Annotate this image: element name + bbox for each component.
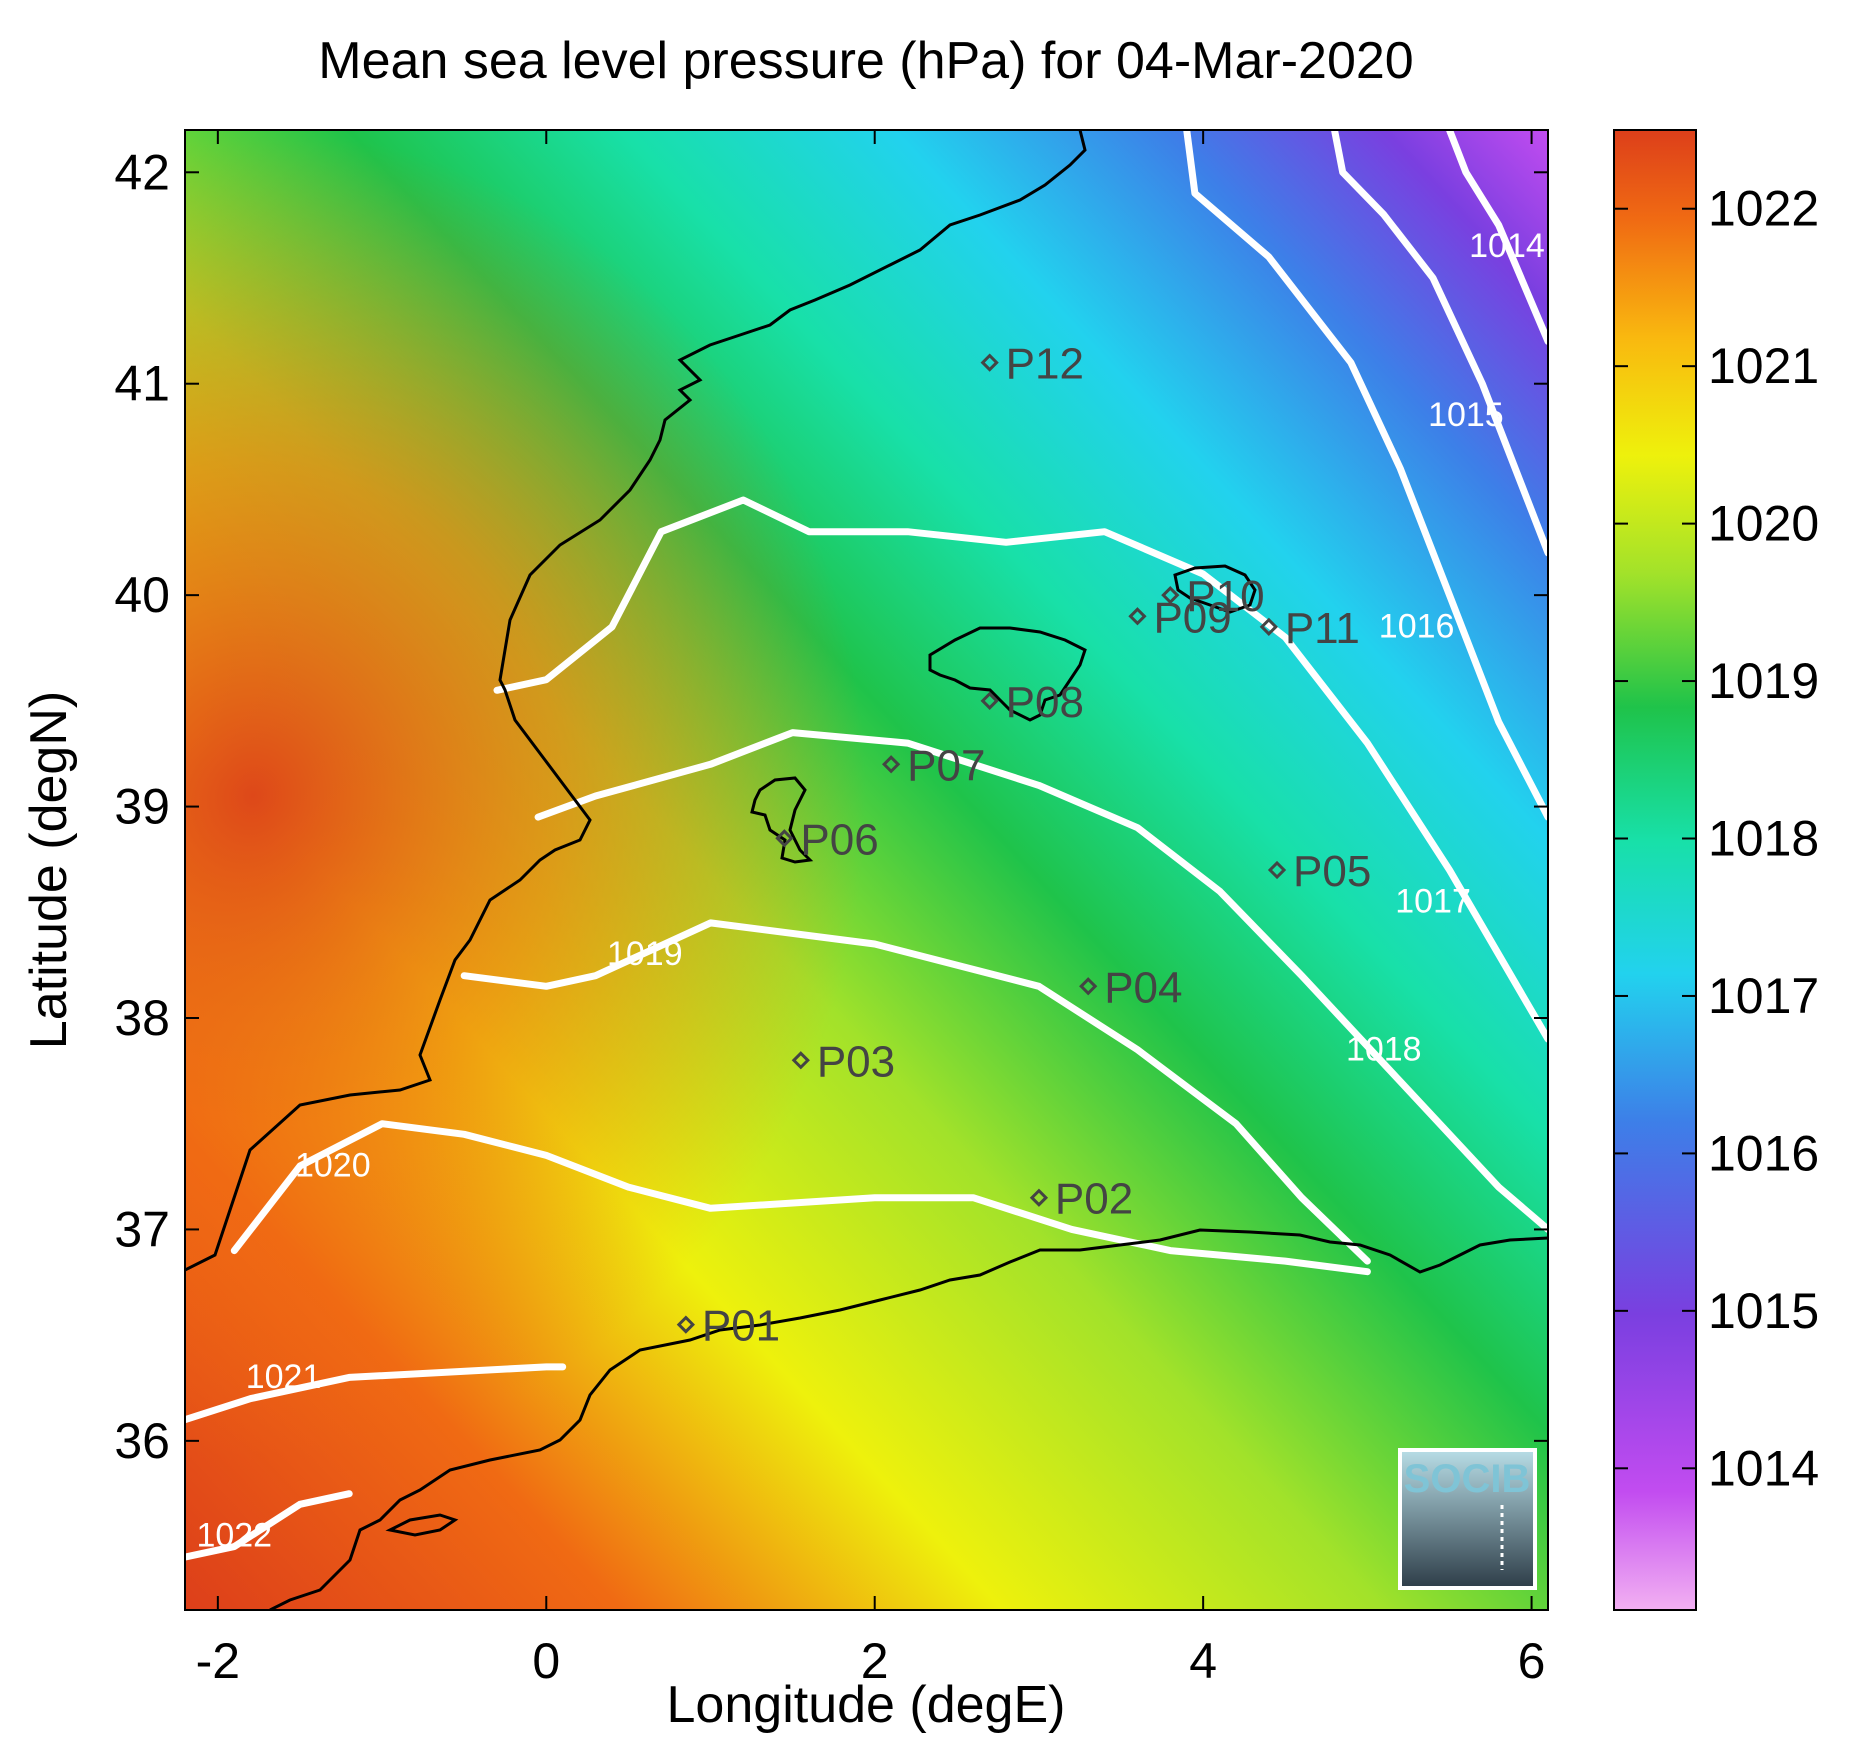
contour-label-1019: 1019 [607, 935, 683, 973]
colorbar: 1014 1015 1016 1017 1018 1019 1020 1021 1022 [1613, 129, 1819, 1611]
colorbar-tick-label: 1021 [1708, 338, 1819, 394]
contour-label-1021: 1021 [246, 1358, 322, 1396]
station-marker [882, 755, 901, 774]
y-tick-label: 40 [114, 567, 170, 623]
station-label: P07 [907, 741, 985, 790]
contour-line-1020 [230, 1120, 1371, 1276]
station-label: P05 [1293, 847, 1371, 896]
x-tick-label: 0 [532, 1633, 560, 1689]
y-tick-label: 41 [114, 356, 170, 412]
y-tick-label: 42 [114, 144, 170, 200]
colorbar-ticks: 1014 1015 1016 1017 1018 1019 1020 1021 1022 [1614, 181, 1819, 1496]
x-tick-label: 4 [1189, 1633, 1217, 1689]
colorbar-gradient [1613, 129, 1697, 1611]
station-marker [1259, 617, 1278, 636]
contour-label-1015: 1015 [1428, 396, 1504, 434]
station-marker [775, 829, 794, 848]
x-axis-label: Longitude (degE) [667, 1676, 1066, 1734]
station-marker [980, 353, 999, 372]
contour-line-1016 [1183, 130, 1548, 821]
colorbar-tick-label: 1018 [1708, 811, 1819, 867]
station-marker [1079, 977, 1098, 996]
station-marker [791, 1051, 810, 1070]
map-plot-area: 1022 1021 1020 1019 1018 1017 1016 1015 1014 P01… [185, 130, 1548, 1610]
x-tick-label: 2 [861, 1633, 889, 1689]
contour-line-1017 [493, 496, 1548, 1043]
socib-logo: SOCIB [1398, 1448, 1537, 1590]
contour-line-1022 [185, 1490, 353, 1561]
y-axis: 36 37 38 39 40 41 42 [114, 144, 1548, 1469]
contour-lines: 1022 1021 1020 1019 1018 1017 1016 1015 1014 [185, 130, 1548, 1561]
station-label: P12 [1006, 340, 1084, 389]
y-tick-label: 39 [114, 779, 170, 835]
colorbar-tick-label: 1015 [1708, 1283, 1819, 1339]
contour-label-1017: 1017 [1395, 882, 1471, 920]
station-label: P10 [1186, 572, 1264, 621]
station-marker [1267, 860, 1287, 880]
station-marker [1161, 586, 1180, 605]
coastline [185, 130, 1548, 1610]
station-label: P04 [1104, 963, 1182, 1012]
svg-text:SOCIB: SOCIB [1404, 1457, 1531, 1501]
contour-line-1014 [1446, 130, 1548, 345]
contour-label-1014: 1014 [1469, 227, 1545, 265]
station-label: P11 [1285, 604, 1360, 653]
contour-line-1015 [1331, 130, 1548, 557]
y-tick-label: 37 [114, 1201, 170, 1257]
contour-label-1018: 1018 [1346, 1030, 1422, 1068]
pressure-field-high [185, 130, 1548, 1610]
x-tick-label: -2 [196, 1633, 240, 1689]
contour-label-1016: 1016 [1379, 607, 1455, 645]
y-tick-label: 38 [114, 990, 170, 1046]
contour-line-1021 [185, 1363, 567, 1424]
station-label: P01 [702, 1302, 780, 1351]
x-tick-label: 6 [1518, 1633, 1546, 1689]
station-label: P02 [1055, 1175, 1133, 1224]
station-marker [676, 1315, 695, 1334]
contour-line-1018 [534, 729, 1548, 1233]
x-axis: -2 0 2 4 6 [196, 130, 1546, 1689]
plot-frame [184, 129, 1549, 1611]
station-marker [1029, 1188, 1049, 1207]
station-label: P03 [817, 1037, 895, 1086]
contour-label-1020: 1020 [295, 1147, 371, 1185]
colorbar-tick-label: 1016 [1708, 1125, 1819, 1181]
y-axis-label: Latitude (degN) [20, 691, 78, 1049]
contour-label-1022: 1022 [196, 1517, 272, 1555]
y-tick-label: 36 [114, 1413, 170, 1469]
colorbar-tick-label: 1014 [1708, 1440, 1819, 1496]
colorbar-tick-label: 1020 [1708, 496, 1819, 552]
station-marker [1128, 607, 1147, 626]
station-label: P09 [1153, 593, 1231, 642]
colorbar-tick-label: 1022 [1708, 181, 1819, 237]
colorbar-tick-label: 1017 [1708, 968, 1819, 1024]
station-label: P06 [800, 815, 878, 864]
colorbar-tick-label: 1019 [1708, 653, 1819, 709]
station-marker [980, 691, 999, 710]
contour-line-1019 [460, 919, 1371, 1265]
station-label: P08 [1006, 678, 1084, 727]
chart-title: Mean sea level pressure (hPa) for 04-Mar… [318, 32, 1413, 90]
